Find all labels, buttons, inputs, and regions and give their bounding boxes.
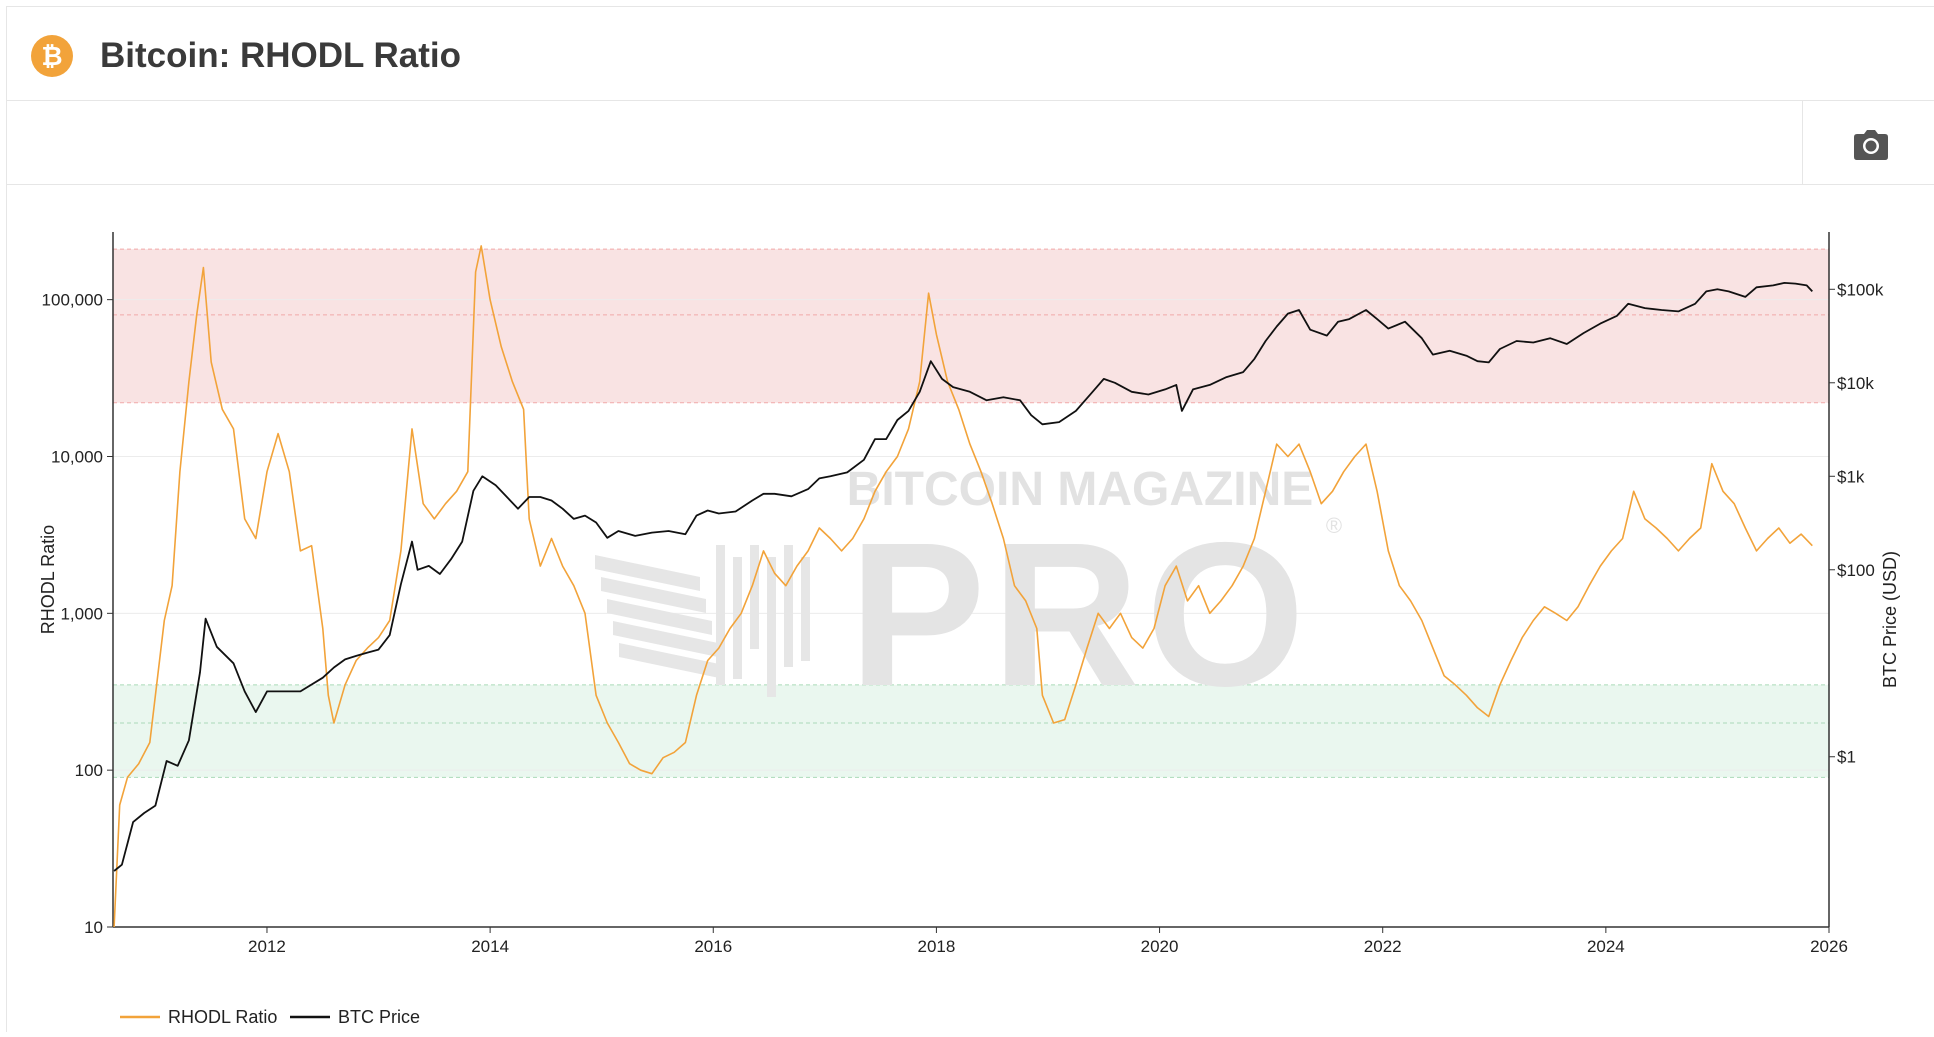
download-image-button[interactable] bbox=[1853, 129, 1889, 161]
x-tick-label: 2018 bbox=[917, 937, 955, 956]
watermark-line1: BITCOIN MAGAZINE bbox=[847, 463, 1314, 516]
y-left-tick-label: 100 bbox=[75, 761, 103, 780]
page-header: ₿ Bitcoin: RHODL Ratio bbox=[7, 7, 1934, 101]
legend-label: BTC Price bbox=[338, 1007, 420, 1027]
y-left-tick-label: 1,000 bbox=[60, 604, 103, 623]
x-tick-label: 2024 bbox=[1587, 937, 1625, 956]
chart-toolbar bbox=[7, 101, 1934, 185]
y-right-tick-label: $10k bbox=[1837, 374, 1874, 393]
svg-text:₿: ₿ bbox=[41, 41, 62, 71]
watermark-bar bbox=[784, 545, 793, 667]
legend: RHODL Ratio BTC Price bbox=[120, 1007, 420, 1027]
bitcoin-logo-icon: ₿ bbox=[31, 35, 73, 77]
x-tick-label: 2016 bbox=[694, 937, 732, 956]
x-tick-label: 2014 bbox=[471, 937, 509, 956]
watermark-stripe bbox=[601, 577, 706, 613]
y-left-tick-label: 10 bbox=[84, 918, 103, 937]
y-right-tick-label: $100 bbox=[1837, 561, 1875, 580]
watermark-stripe bbox=[595, 555, 700, 591]
chart-area: BITCOIN MAGAZINE PRO ® 2012 2014 2016 2018 2… bbox=[0, 185, 1934, 1032]
watermark-line2: PRO bbox=[849, 500, 1311, 729]
axes: 2012 2014 2016 2018 2020 2022 2024 2026 10 100 1,0… bbox=[38, 232, 1900, 956]
zone-bands bbox=[113, 248, 1829, 778]
watermark-stripe bbox=[607, 599, 712, 635]
toolbar-divider bbox=[1802, 101, 1803, 184]
watermark-registered-mark: ® bbox=[1326, 513, 1342, 538]
watermark-bar bbox=[801, 557, 810, 661]
series-lines bbox=[113, 245, 1813, 928]
camera-icon bbox=[1854, 130, 1888, 160]
y-right-tick-label: $1k bbox=[1837, 467, 1865, 486]
band-high bbox=[113, 249, 1829, 403]
page-frame bbox=[6, 6, 1934, 1032]
rhodl-chart: BITCOIN MAGAZINE PRO ® 2012 2014 2016 2018 2… bbox=[38, 232, 1900, 1027]
watermark-bar bbox=[750, 545, 759, 649]
watermark-bar bbox=[767, 557, 776, 697]
y-left-tick-label: 10,000 bbox=[51, 447, 103, 466]
y-left-tick-label: 100,000 bbox=[42, 291, 103, 310]
x-tick-label: 2026 bbox=[1810, 937, 1848, 956]
y-right-tick-label: $100k bbox=[1837, 280, 1884, 299]
watermark-stripe bbox=[619, 643, 724, 679]
btc-price-line bbox=[113, 282, 1813, 872]
x-tick-label: 2020 bbox=[1141, 937, 1179, 956]
band-low bbox=[113, 684, 1829, 778]
watermark-bar bbox=[716, 545, 725, 685]
page-title: Bitcoin: RHODL Ratio bbox=[100, 36, 462, 75]
legend-label: RHODL Ratio bbox=[168, 1007, 277, 1027]
y-right-axis-title: BTC Price (USD) bbox=[1880, 551, 1900, 688]
x-tick-label: 2022 bbox=[1364, 937, 1402, 956]
y-left-axis-title: RHODL Ratio bbox=[38, 525, 58, 634]
watermark-stripe bbox=[613, 621, 718, 657]
x-tick-label: 2012 bbox=[248, 937, 286, 956]
y-right-tick-label: $1 bbox=[1837, 748, 1856, 767]
